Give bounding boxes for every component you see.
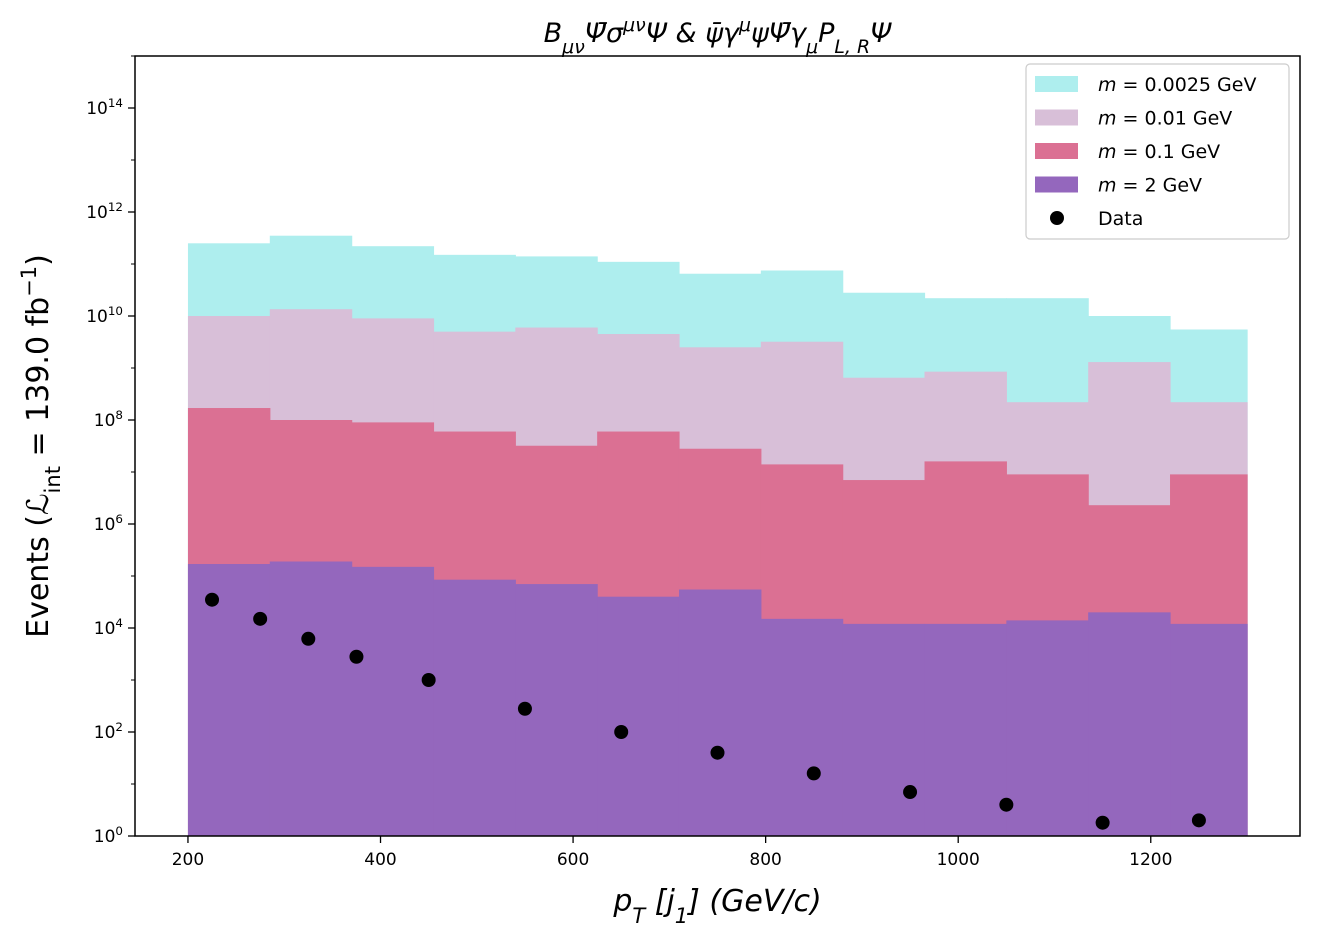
histogram-bar — [433, 579, 516, 836]
x-tick-label: 800 — [749, 850, 781, 870]
data-point — [999, 797, 1014, 812]
data-points — [205, 592, 1206, 830]
x-axis-label-text: pT [j1] (GeV/c) — [612, 884, 821, 928]
histogram-bar — [1088, 612, 1171, 836]
histogram-bar — [597, 596, 680, 836]
histogram-bar — [1006, 620, 1089, 836]
y-axis-label-text: Events (ℒint = 139.0 fb−1) — [17, 254, 65, 638]
data-point — [1095, 815, 1110, 830]
x-tick-label: 400 — [364, 850, 396, 870]
data-point — [205, 592, 220, 607]
y-tick-label: 106 — [94, 512, 123, 535]
data-point — [349, 649, 364, 664]
y-tick-label: 1014 — [86, 96, 123, 119]
y-tick-label: 104 — [94, 616, 123, 639]
y-tick-label: 100 — [94, 824, 123, 847]
chart-title-text: BμνΨ̄σμνΨ & ψ̄γμψΨ̄γμPL, RΨ — [544, 14, 892, 58]
data-point — [614, 725, 629, 739]
data-point — [517, 701, 532, 716]
legend-swatch — [1035, 143, 1078, 159]
x-tick-label: 600 — [557, 850, 589, 870]
legend: m = 0.0025 GeV m = 0.01 GeV m = 0.1 GeV m =… — [1025, 63, 1290, 240]
histogram-bar — [678, 589, 762, 836]
y-axis-ticks: 100 102 104 106 108 1010 1012 1014 — [86, 55, 135, 847]
histogram-bar — [1170, 623, 1248, 836]
data-point — [301, 631, 316, 646]
y-tick-label: 1012 — [86, 200, 123, 223]
legend-label: Data — [1098, 208, 1143, 230]
histogram-bar — [351, 566, 435, 836]
legend-label: m = 0.1 GeV — [1098, 141, 1220, 163]
data-point — [806, 766, 821, 781]
histogram-bars — [187, 235, 1248, 836]
histogram-bar — [760, 618, 844, 836]
y-axis-label: Events (ℒint = 139.0 fb−1) — [17, 254, 65, 638]
data-point — [710, 745, 725, 760]
legend-swatch — [1035, 176, 1078, 193]
legend-label: m = 0.0025 GeV — [1098, 74, 1256, 96]
series-3 — [187, 561, 1248, 836]
legend-label: m = 0.01 GeV — [1098, 108, 1232, 130]
x-tick-label: 1000 — [937, 850, 980, 870]
histogram-bar — [842, 623, 926, 836]
legend-swatch — [1035, 109, 1078, 126]
legend-box — [1025, 63, 1290, 240]
histogram-bar — [187, 564, 271, 836]
histogram-bar — [924, 623, 1007, 836]
legend-swatch — [1035, 76, 1078, 92]
data-point — [421, 673, 436, 687]
legend-label: m = 2 GeV — [1098, 175, 1202, 197]
x-axis-ticks: 200 400 600 800 1000 1200 — [172, 836, 1172, 870]
y-tick-label: 1010 — [86, 304, 123, 327]
histogram-bar — [269, 561, 353, 836]
x-tick-label: 200 — [172, 850, 204, 870]
plot-area-frame — [134, 55, 1301, 837]
y-tick-label: 108 — [94, 408, 123, 431]
data-point — [903, 785, 918, 800]
x-tick-label: 1200 — [1129, 850, 1172, 870]
data-point — [1191, 813, 1206, 828]
y-tick-label: 102 — [94, 720, 123, 743]
legend-marker — [1050, 211, 1064, 225]
data-point — [253, 611, 268, 626]
x-axis-label: pT [j1] (GeV/c) — [612, 884, 821, 928]
chart-title: BμνΨ̄σμνΨ & ψ̄γμψΨ̄γμPL, RΨ — [544, 14, 892, 58]
